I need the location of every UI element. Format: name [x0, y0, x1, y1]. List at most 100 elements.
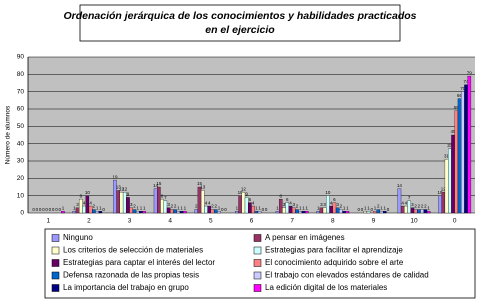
data-label: 10: [238, 190, 244, 195]
x-tick-label: 9: [372, 218, 376, 225]
data-label: 1: [374, 205, 377, 210]
data-label: 4: [89, 200, 92, 205]
y-tick-label: 30: [17, 158, 25, 165]
data-label: 6: [333, 197, 336, 202]
data-label: 1: [364, 205, 367, 210]
data-label: 7: [408, 195, 411, 200]
data-label: 0: [265, 207, 268, 212]
bar: [407, 200, 411, 214]
bar: [322, 207, 327, 214]
y-tick-label: 20: [17, 175, 25, 182]
data-label: 12: [241, 186, 247, 191]
data-label: 1: [302, 205, 305, 210]
y-tick-label: 90: [17, 54, 25, 61]
bar: [142, 211, 146, 214]
data-label: 1: [73, 205, 76, 210]
bar: [98, 211, 103, 214]
data-label: 1: [343, 205, 346, 210]
bar: [379, 211, 384, 214]
legend-swatch: [51, 234, 60, 242]
y-axis-label: Número de alumnos: [5, 105, 12, 164]
data-label: 15: [197, 181, 203, 186]
data-label: 0: [358, 207, 361, 212]
bar: [383, 211, 387, 214]
legend-swatch: [253, 271, 262, 280]
data-label: 2: [340, 204, 343, 209]
bar: [139, 211, 143, 214]
x-tick-label: 6: [250, 218, 254, 225]
x-tick-label: 4: [168, 218, 172, 225]
bar: [197, 186, 202, 214]
data-label: 2: [296, 204, 299, 209]
bar: [363, 211, 368, 214]
data-label: 6: [286, 197, 289, 202]
data-label: 1: [380, 205, 383, 210]
data-label: 1: [62, 205, 65, 210]
data-label: 2: [133, 204, 136, 209]
bar: [444, 159, 449, 214]
data-label: 1: [136, 205, 139, 210]
data-label: 15: [156, 181, 162, 186]
y-tick-label: 80: [17, 71, 25, 78]
data-label: 79: [467, 70, 473, 75]
data-label: 4: [208, 200, 211, 205]
data-label: 0: [52, 207, 55, 212]
data-label: 9: [127, 192, 130, 197]
chart-title: Ordenación jerárquica de los conocimient…: [63, 10, 416, 22]
bar: [116, 190, 120, 214]
data-label: 14: [153, 183, 159, 188]
legend-swatch: [51, 271, 60, 280]
bar: [438, 195, 442, 214]
bar: [457, 98, 462, 214]
bar: [119, 192, 124, 214]
data-label: 45: [451, 129, 457, 134]
bar: [373, 211, 377, 214]
bar: [153, 188, 158, 214]
bar: [160, 198, 164, 214]
data-label: 4: [405, 200, 408, 205]
legend-swatch: [253, 259, 262, 267]
bar: [288, 205, 293, 214]
data-label: 0: [262, 207, 265, 212]
bar: [426, 211, 431, 214]
bar: [461, 91, 465, 214]
y-tick-label: 0: [20, 210, 24, 217]
data-label: 1: [96, 205, 99, 210]
data-label: 1: [180, 205, 183, 210]
data-label: 31: [444, 153, 450, 158]
data-label: 7: [164, 195, 167, 200]
data-label: 3: [76, 202, 79, 207]
data-label: 1: [317, 205, 320, 210]
bar: [75, 207, 80, 214]
bar: [163, 200, 168, 214]
chart-title: en el ejercicio: [205, 24, 275, 36]
legend-label: Los criterios de selección de materiales: [63, 246, 203, 255]
data-label: 2: [377, 204, 380, 209]
data-label: 3: [320, 202, 323, 207]
plot-area: [28, 57, 475, 213]
bar: [278, 198, 283, 214]
data-label: 4: [83, 200, 86, 205]
bar: [345, 211, 350, 214]
bar: [366, 211, 371, 214]
bar: [316, 211, 320, 214]
data-label: 1: [306, 205, 309, 210]
data-label: 59: [454, 105, 460, 110]
bar: [95, 211, 99, 214]
data-label: 3: [293, 202, 296, 207]
data-label: 12: [122, 186, 128, 191]
legend-label: Estrategias para facilitar el aprendizaj…: [265, 246, 403, 255]
bar: [397, 188, 402, 214]
bar: [441, 192, 446, 214]
data-label: 74: [464, 79, 470, 84]
data-label: 37: [447, 143, 453, 148]
legend-swatch: [253, 284, 262, 292]
bar: [329, 205, 333, 214]
data-label: 0: [371, 207, 374, 212]
data-label: 1: [258, 205, 261, 210]
bar: [275, 211, 280, 214]
x-tick-label: 1: [47, 218, 51, 225]
data-label: 3: [323, 202, 326, 207]
bar: [298, 211, 303, 214]
y-tick-label: 40: [17, 140, 25, 147]
